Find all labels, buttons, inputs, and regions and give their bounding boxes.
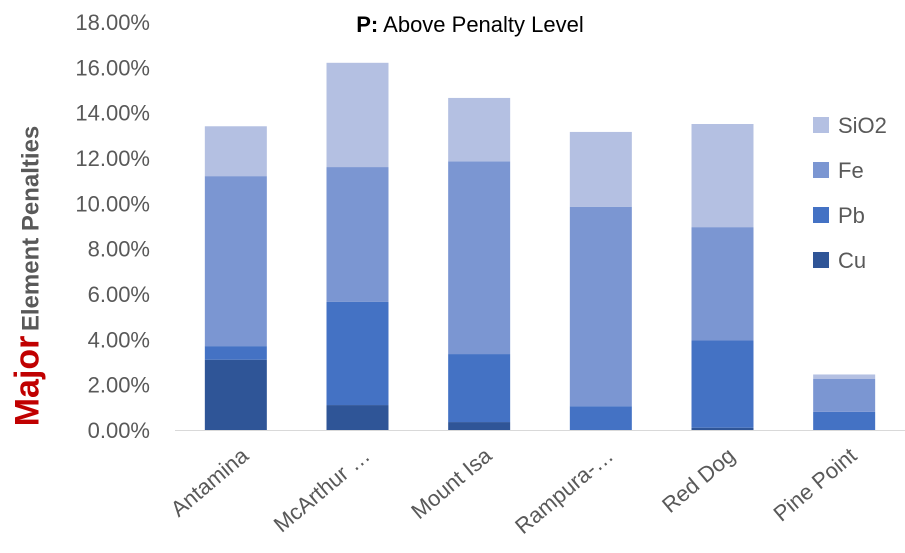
bar-segment-pb (813, 411, 876, 430)
x-tick-label: Red Dog (657, 443, 740, 518)
bar-segment-fe (569, 206, 632, 407)
x-tick-label: Antamina (166, 442, 254, 521)
x-tick-label: Rampura-… (510, 443, 618, 539)
bar-segment-cu (448, 422, 511, 430)
bar-segment-fe (204, 176, 267, 347)
bar-segment-pb (204, 346, 267, 360)
legend-swatch-sio2 (813, 117, 829, 133)
bar-segment-pb (448, 354, 511, 423)
y-tick-label: 10.00% (75, 191, 150, 216)
legend-label-pb: Pb (838, 203, 865, 228)
bar-segment-sio2 (326, 62, 389, 168)
x-tick-label: McArthur … (269, 443, 375, 538)
x-tick-label: Mount Isa (406, 442, 497, 524)
y-tick-label: 2.00% (88, 373, 150, 398)
bar-segment-fe (691, 227, 754, 341)
bar-segment-sio2 (569, 131, 632, 207)
legend-swatch-fe (813, 162, 829, 178)
y-tick-label: 12.00% (75, 146, 150, 171)
bar-segment-pb (326, 301, 389, 406)
y-tick-label: 16.00% (75, 55, 150, 80)
bar-segment-pb (691, 340, 754, 428)
x-tick-label: Pine Point (768, 443, 861, 527)
bar-segment-cu (326, 405, 389, 430)
legend-label-sio2: SiO2 (838, 113, 887, 138)
y-tick-label: 8.00% (88, 237, 150, 262)
chart-title-text: Above Penalty Level (383, 12, 584, 37)
y-tick-label: 6.00% (88, 282, 150, 307)
y-tick-label: 4.00% (88, 327, 150, 352)
chart-title: P: Above Penalty Level (260, 12, 680, 38)
y-tick-label: 14.00% (75, 101, 150, 126)
bar-segment-fe (326, 167, 389, 302)
bar-segment-pb (569, 406, 632, 430)
bar-segment-sio2 (204, 126, 267, 177)
bar-segment-fe (813, 379, 876, 412)
bar-segment-sio2 (448, 97, 511, 162)
bar-segment-fe (448, 161, 511, 355)
bar-segment-cu (691, 427, 754, 430)
bar-segment-sio2 (691, 124, 754, 228)
legend-swatch-pb (813, 207, 829, 223)
legend-swatch-cu (813, 252, 829, 268)
legend-label-cu: Cu (838, 248, 866, 273)
bar-segment-cu (204, 359, 267, 430)
chart-title-prefix: P: (356, 12, 379, 37)
y-tick-label: 0.00% (88, 418, 150, 443)
bar-segment-sio2 (813, 374, 876, 379)
legend-label-fe: Fe (838, 158, 864, 183)
y-tick-label: 18.00% (75, 10, 150, 35)
